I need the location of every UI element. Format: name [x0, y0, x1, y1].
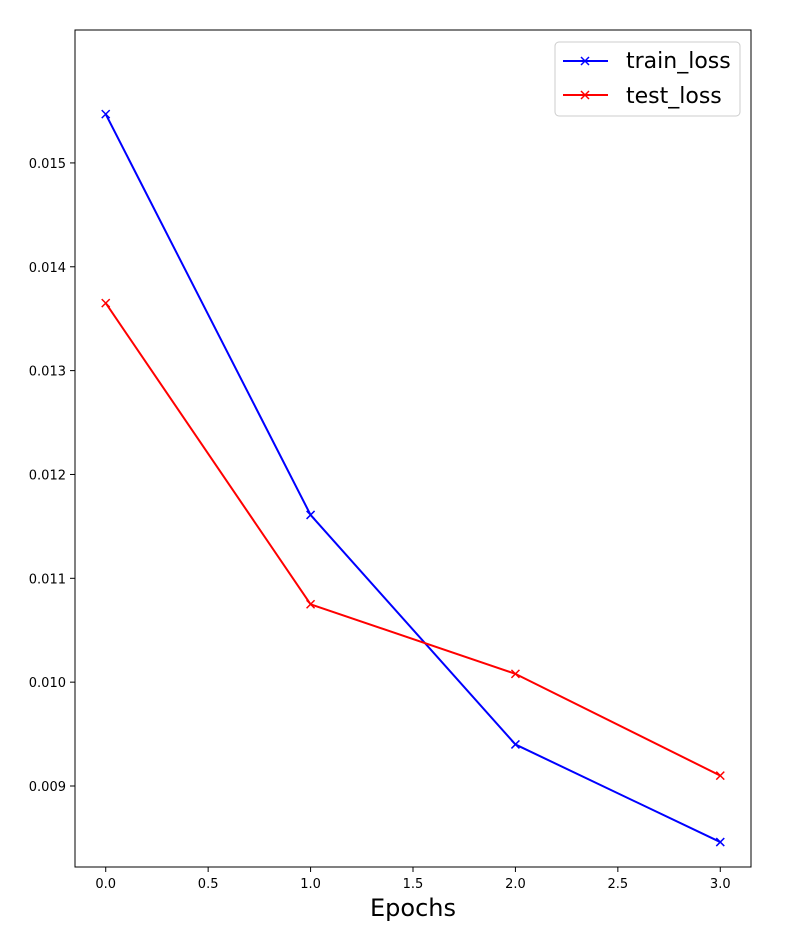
y-tick-label: 0.011: [29, 572, 66, 587]
y-tick-label: 0.009: [29, 780, 66, 795]
data-point-train-loss: [715, 837, 725, 847]
legend-marker-test-loss: [580, 90, 590, 100]
x-tick-label: 3.0: [710, 877, 731, 892]
x-tick-label: 0.5: [198, 877, 219, 892]
y-tick-label: 0.012: [29, 468, 66, 483]
x-axis-ticks: 0.0 0.5 1.0 1.5 2.0 2.5 3.0: [95, 867, 731, 892]
x-tick-label: 1.5: [403, 877, 424, 892]
y-tick-label: 0.014: [29, 261, 66, 276]
y-tick-label: 0.013: [29, 365, 66, 380]
x-tick-label: 1.0: [300, 877, 321, 892]
x-tick-label: 2.5: [608, 877, 629, 892]
data-point-test-loss: [715, 771, 725, 781]
data-point-train-loss: [306, 510, 316, 520]
data-point-test-loss: [306, 599, 316, 609]
y-tick-label: 0.015: [29, 157, 66, 172]
legend-label-train-loss: train_loss: [626, 49, 731, 74]
data-point-train-loss: [101, 109, 111, 119]
legend-marker-train-loss: [580, 56, 590, 66]
data-point-test-loss: [510, 669, 520, 679]
series-layer: [101, 109, 725, 847]
data-point-train-loss: [510, 739, 520, 749]
x-axis-title: Epochs: [370, 894, 456, 922]
legend: train_loss test_loss: [554, 41, 741, 117]
series-line-test-loss: [104, 302, 721, 777]
legend-label-test-loss: test_loss: [626, 84, 722, 109]
legend-entry-test-loss: test_loss: [563, 84, 722, 109]
x-tick-label: 2.0: [505, 877, 526, 892]
plot-area-background: [75, 30, 751, 867]
legend-entry-train-loss: train_loss: [563, 49, 731, 74]
x-tick-label: 0.0: [95, 877, 116, 892]
y-tick-label: 0.010: [29, 676, 66, 691]
data-point-test-loss: [101, 298, 111, 308]
y-axis-ticks: 0.009 0.010 0.011 0.012 0.013 0.014 0.015: [29, 157, 75, 795]
series-line-train-loss: [104, 113, 721, 843]
